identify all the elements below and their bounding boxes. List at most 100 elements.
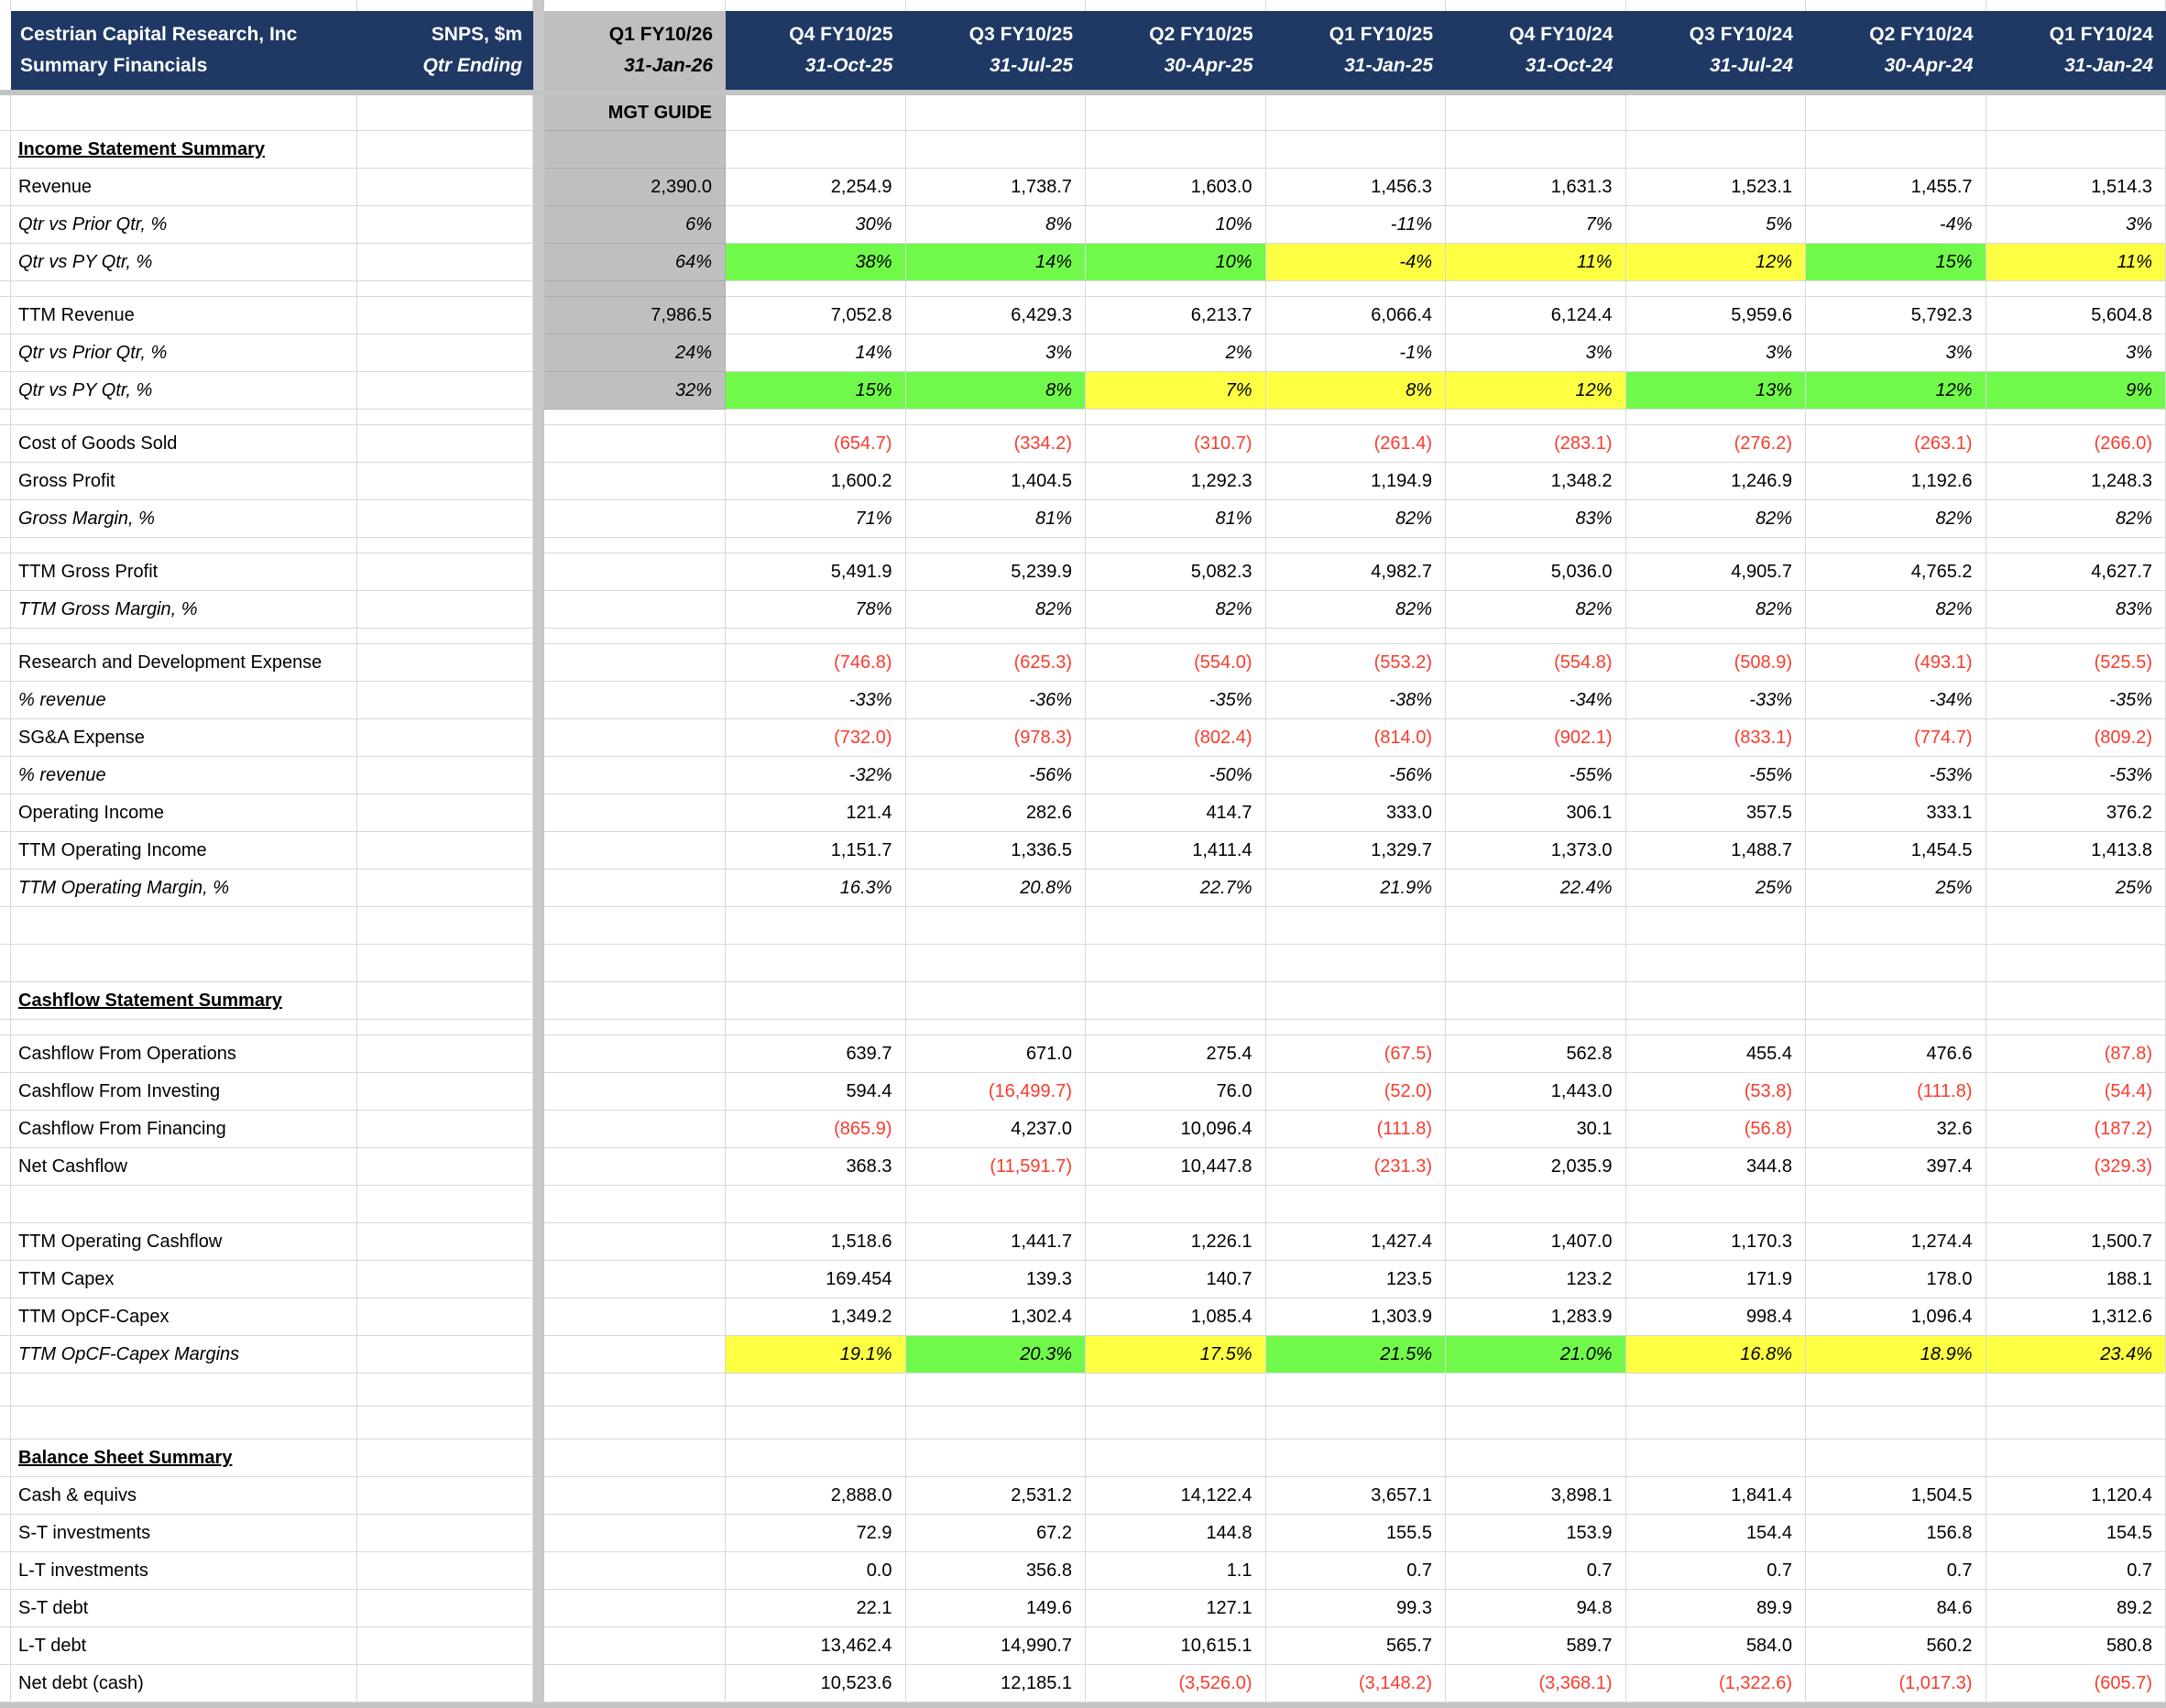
value-cell[interactable]: 22.1	[726, 1590, 906, 1627]
value-cell[interactable]	[1086, 945, 1266, 982]
value-cell[interactable]: 144.8	[1086, 1515, 1266, 1552]
value-cell[interactable]: (3,368.1)	[1446, 1665, 1626, 1703]
value-cell[interactable]	[1265, 1020, 1446, 1035]
row-label-cell[interactable]	[11, 629, 357, 644]
value-cell[interactable]: 82%	[1806, 591, 1986, 629]
value-cell[interactable]: 76.0	[1086, 1073, 1266, 1111]
value-cell[interactable]: 155.5	[1265, 1515, 1446, 1552]
value-cell[interactable]	[726, 1020, 906, 1035]
value-cell[interactable]: 12%	[1806, 372, 1986, 410]
value-cell[interactable]: 72.9	[726, 1515, 906, 1552]
value-cell[interactable]: 30.1	[1446, 1111, 1626, 1148]
value-cell[interactable]: 1,600.2	[726, 463, 906, 500]
value-cell[interactable]	[1625, 1440, 1806, 1477]
value-cell[interactable]: -33%	[726, 682, 906, 719]
value-cell[interactable]: 30%	[726, 206, 906, 244]
value-cell[interactable]: (3,526.0)	[1086, 1665, 1266, 1703]
value-cell[interactable]	[1446, 1374, 1626, 1407]
guide-cell[interactable]	[544, 945, 726, 982]
value-cell[interactable]: -38%	[1265, 682, 1446, 719]
row-label-cell[interactable]: Net Cashflow	[11, 1148, 357, 1186]
value-cell[interactable]	[726, 945, 906, 982]
label-spacer-cell[interactable]	[357, 682, 533, 719]
value-cell[interactable]: 282.6	[905, 794, 1086, 832]
value-cell[interactable]	[1265, 410, 1446, 425]
value-cell[interactable]	[1446, 907, 1626, 945]
guide-cell[interactable]	[544, 1073, 726, 1111]
label-spacer-cell[interactable]	[357, 1590, 533, 1627]
value-cell[interactable]	[1625, 281, 1806, 297]
value-cell[interactable]: -4%	[1806, 206, 1986, 244]
guide-cell[interactable]	[544, 832, 726, 870]
value-cell[interactable]: 10,615.1	[1086, 1627, 1266, 1665]
guide-cell[interactable]	[544, 463, 726, 500]
value-cell[interactable]: (493.1)	[1806, 644, 1986, 682]
value-cell[interactable]: -55%	[1625, 757, 1806, 794]
label-spacer-cell[interactable]	[357, 1440, 533, 1477]
guide-cell[interactable]: 32%	[544, 372, 726, 410]
value-cell[interactable]: 1,504.5	[1806, 1477, 1986, 1515]
value-cell[interactable]	[1986, 1020, 2166, 1035]
row-label-cell[interactable]: Balance Sheet Summary	[11, 1440, 357, 1477]
value-cell[interactable]	[1806, 1020, 1986, 1035]
value-cell[interactable]	[1806, 410, 1986, 425]
value-cell[interactable]: 17.5%	[1086, 1336, 1266, 1374]
value-cell[interactable]	[1986, 1186, 2166, 1223]
value-cell[interactable]: 1,096.4	[1806, 1298, 1986, 1336]
value-cell[interactable]: -56%	[905, 757, 1086, 794]
value-cell[interactable]: 71%	[726, 500, 906, 538]
value-cell[interactable]: 3%	[1446, 334, 1626, 372]
value-cell[interactable]	[726, 410, 906, 425]
label-spacer-cell[interactable]	[357, 1477, 533, 1515]
value-cell[interactable]: 565.7	[1265, 1627, 1446, 1665]
row-label-cell[interactable]	[11, 410, 357, 425]
value-cell[interactable]: -56%	[1265, 757, 1446, 794]
value-cell[interactable]: 78%	[726, 591, 906, 629]
value-cell[interactable]: (525.5)	[1986, 644, 2166, 682]
value-cell[interactable]: 1,413.8	[1986, 832, 2166, 870]
value-cell[interactable]	[1086, 1020, 1266, 1035]
value-cell[interactable]: 38%	[726, 244, 906, 281]
value-cell[interactable]: 25%	[1986, 870, 2166, 907]
row-label-cell[interactable]	[11, 1020, 357, 1035]
value-cell[interactable]: 15%	[1806, 244, 1986, 281]
value-cell[interactable]: 1,454.5	[1806, 832, 1986, 870]
value-cell[interactable]: 1,348.2	[1446, 463, 1626, 500]
guide-cell[interactable]	[544, 553, 726, 591]
value-cell[interactable]	[1265, 982, 1446, 1020]
value-cell[interactable]: (53.8)	[1625, 1073, 1806, 1111]
value-cell[interactable]: 8%	[905, 372, 1086, 410]
value-cell[interactable]	[905, 945, 1086, 982]
value-cell[interactable]: 178.0	[1806, 1261, 1986, 1298]
value-cell[interactable]: 6,124.4	[1446, 297, 1626, 334]
value-cell[interactable]	[1986, 1407, 2166, 1440]
row-label-cell[interactable]: TTM Capex	[11, 1261, 357, 1298]
row-label-cell[interactable]: SG&A Expense	[11, 719, 357, 757]
value-cell[interactable]: 21.9%	[1265, 870, 1446, 907]
value-cell[interactable]	[1265, 1186, 1446, 1223]
value-cell[interactable]: 14,990.7	[905, 1627, 1086, 1665]
value-cell[interactable]	[1806, 945, 1986, 982]
label-spacer-cell[interactable]	[357, 1020, 533, 1035]
value-cell[interactable]	[1986, 1440, 2166, 1477]
value-cell[interactable]: 153.9	[1446, 1515, 1626, 1552]
value-cell[interactable]: 81%	[905, 500, 1086, 538]
value-cell[interactable]: (774.7)	[1806, 719, 1986, 757]
value-cell[interactable]: 94.8	[1446, 1590, 1626, 1627]
value-cell[interactable]: 0.7	[1986, 1552, 2166, 1590]
value-cell[interactable]: 188.1	[1986, 1261, 2166, 1298]
value-cell[interactable]	[1265, 629, 1446, 644]
value-cell[interactable]: 357.5	[1625, 794, 1806, 832]
guide-cell[interactable]	[544, 410, 726, 425]
value-cell[interactable]	[1446, 1440, 1626, 1477]
row-label-cell[interactable]: Qtr vs Prior Qtr, %	[11, 334, 357, 372]
value-cell[interactable]: -34%	[1806, 682, 1986, 719]
value-cell[interactable]: (283.1)	[1446, 425, 1626, 463]
row-label-cell[interactable]: Research and Development Expense	[11, 644, 357, 682]
row-label-cell[interactable]: Cashflow From Financing	[11, 1111, 357, 1148]
guide-cell[interactable]	[544, 757, 726, 794]
value-cell[interactable]: 20.3%	[905, 1336, 1086, 1374]
label-spacer-cell[interactable]	[357, 945, 533, 982]
value-cell[interactable]	[726, 95, 906, 131]
value-cell[interactable]: 0.0	[726, 1552, 906, 1590]
